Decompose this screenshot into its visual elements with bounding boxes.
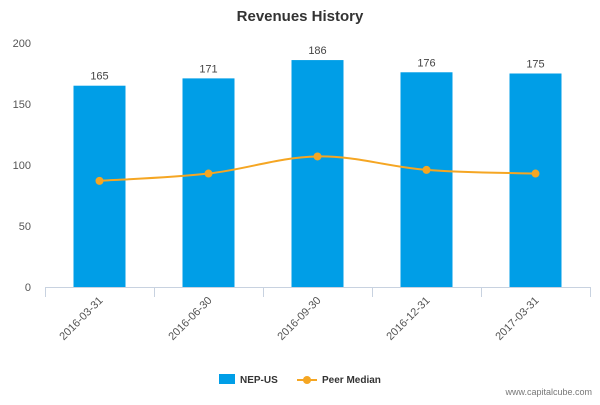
bar-data-label: 171 bbox=[199, 63, 217, 75]
y-tick-label: 150 bbox=[13, 99, 31, 111]
x-axis: 2016-03-31 2016-06-30 2016-09-30 2016-12-31… bbox=[45, 287, 591, 343]
x-tick-label: 2017-03-31 bbox=[493, 295, 541, 343]
peer-median-point bbox=[95, 176, 104, 185]
bar bbox=[291, 60, 344, 287]
credit-text: www.capitalcube.com bbox=[504, 387, 592, 397]
bar-data-labels: 165 171 186 176 175 bbox=[90, 45, 544, 83]
y-tick-label: 100 bbox=[13, 160, 31, 172]
bar-series bbox=[73, 60, 562, 287]
x-tick-label: 2016-12-31 bbox=[384, 295, 432, 343]
chart-title: Revenues History bbox=[237, 8, 364, 25]
y-tick-label: 200 bbox=[13, 38, 31, 50]
bar-data-label: 176 bbox=[417, 57, 435, 69]
x-tick-label: 2016-03-31 bbox=[57, 295, 105, 343]
bar-data-label: 175 bbox=[526, 59, 544, 71]
y-axis: 0 50 100 150 200 bbox=[13, 38, 31, 294]
legend-label-nep-us: NEP-US bbox=[240, 375, 278, 386]
legend: NEP-US Peer Median bbox=[219, 374, 381, 386]
x-tick-label: 2016-06-30 bbox=[166, 295, 214, 343]
line-series bbox=[95, 152, 540, 185]
peer-median-point bbox=[531, 169, 540, 178]
y-tick-label: 0 bbox=[25, 282, 31, 294]
bar bbox=[182, 78, 235, 287]
y-tick-label: 50 bbox=[19, 221, 31, 233]
bar-data-label: 186 bbox=[308, 45, 326, 57]
legend-swatch-nep-us bbox=[219, 374, 235, 384]
bar-data-label: 165 bbox=[90, 71, 108, 83]
x-tick-label: 2016-09-30 bbox=[275, 295, 323, 343]
legend-marker-peer-median bbox=[303, 376, 311, 384]
peer-median-point bbox=[204, 169, 213, 178]
peer-median-point bbox=[422, 165, 431, 174]
bar bbox=[73, 85, 126, 287]
peer-median-point bbox=[313, 152, 322, 161]
bar bbox=[400, 72, 453, 287]
bar bbox=[509, 73, 562, 287]
legend-label-peer-median: Peer Median bbox=[322, 375, 381, 386]
